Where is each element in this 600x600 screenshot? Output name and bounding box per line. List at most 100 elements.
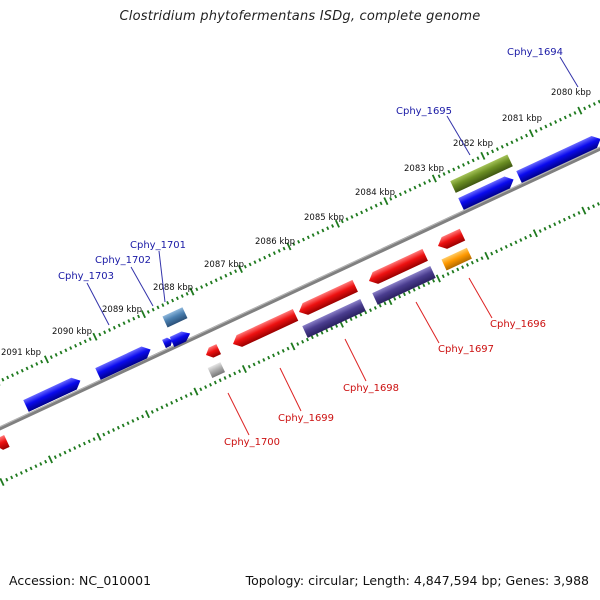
- gene-label[interactable]: Cphy_1697: [438, 344, 494, 355]
- minor-tick: [219, 276, 223, 280]
- minor-tick: [451, 269, 455, 274]
- gene-reverse-cphy-1698a[interactable]: [296, 279, 358, 318]
- minor-tick: [554, 120, 558, 124]
- minor-tick: [165, 403, 169, 407]
- minor-tick: [422, 283, 426, 288]
- minor-tick: [495, 147, 499, 151]
- gene-reverse-cphy-1698[interactable]: [302, 299, 366, 338]
- minor-tick: [519, 238, 523, 242]
- minor-tick: [344, 319, 348, 324]
- gene-forward-cphy-1694b[interactable]: [458, 174, 516, 210]
- major-tick: [480, 151, 486, 160]
- minor-tick: [121, 423, 125, 428]
- leader-line: [415, 301, 440, 344]
- major-tick: [334, 219, 340, 228]
- minor-tick: [218, 378, 222, 383]
- minor-tick: [413, 185, 417, 190]
- minor-tick: [116, 425, 120, 430]
- minor-tick: [276, 351, 280, 355]
- gene-label[interactable]: Cphy_1699: [278, 413, 334, 424]
- minor-tick: [514, 240, 518, 245]
- gene-label[interactable]: Cphy_1702: [95, 255, 151, 266]
- gene-forward-cphy-1695[interactable]: [450, 154, 513, 193]
- gene-forward-cphy-1701[interactable]: [162, 307, 188, 328]
- minor-tick: [64, 348, 68, 353]
- minor-tick: [398, 294, 402, 299]
- gene-label[interactable]: Cphy_1703: [58, 271, 114, 282]
- minor-tick: [461, 265, 465, 270]
- minor-tick: [505, 142, 509, 147]
- minor-tick: [112, 325, 116, 330]
- minor-tick: [10, 475, 14, 480]
- kbp-label: 2087 kbp: [204, 260, 244, 270]
- sequence-backbone: [0, 146, 600, 431]
- gene-reverse-small[interactable]: [204, 344, 222, 360]
- kbp-label: 2081 kbp: [502, 114, 542, 124]
- minor-tick: [509, 242, 513, 247]
- minor-tick: [262, 358, 266, 362]
- gene-forward-cphy-1702[interactable]: [162, 336, 174, 349]
- minor-tick: [286, 346, 290, 351]
- gene-reverse-cphy-1697[interactable]: [372, 266, 436, 305]
- minor-tick: [588, 104, 592, 108]
- minor-tick: [277, 249, 281, 253]
- minor-tick: [136, 416, 140, 421]
- minor-tick: [30, 364, 34, 369]
- gene-reverse-cphy-1697a[interactable]: [366, 248, 428, 287]
- minor-tick: [234, 269, 238, 274]
- major-tick: [96, 432, 102, 441]
- gene-reverse-edge[interactable]: [0, 435, 10, 452]
- major-tick: [193, 387, 199, 396]
- minor-tick: [457, 165, 461, 170]
- major-tick: [383, 197, 389, 206]
- gene-reverse-small-b[interactable]: [435, 228, 466, 252]
- gene-forward-cphy-1694[interactable]: [516, 133, 600, 183]
- minor-tick: [389, 197, 393, 201]
- gene-reverse-cphy-1696[interactable]: [441, 247, 472, 271]
- gene-label[interactable]: Cphy_1701: [130, 240, 186, 251]
- gene-label[interactable]: Cphy_1695: [396, 106, 452, 117]
- minor-tick: [34, 464, 38, 469]
- minor-tick: [296, 342, 300, 346]
- minor-tick: [78, 341, 82, 346]
- gene-label[interactable]: Cphy_1696: [490, 319, 546, 330]
- minor-tick: [253, 260, 257, 264]
- minor-tick: [315, 333, 319, 337]
- minor-tick: [470, 260, 474, 265]
- gene-forward-cphy-1701-arrow[interactable]: [169, 329, 193, 347]
- minor-tick: [205, 282, 208, 287]
- minor-tick: [331, 224, 335, 228]
- gene-label[interactable]: Cphy_1694: [507, 47, 563, 58]
- gene-forward-cphy-1703[interactable]: [95, 344, 153, 380]
- minor-tick: [301, 339, 305, 344]
- minor-tick: [301, 237, 305, 242]
- minor-tick: [53, 455, 57, 459]
- minor-tick: [146, 310, 150, 314]
- minor-tick: [466, 160, 470, 165]
- minor-tick: [209, 280, 213, 285]
- gene-reverse-cphy-1700[interactable]: [207, 362, 226, 378]
- gene-reverse-cphy-1699[interactable]: [230, 308, 299, 350]
- minor-tick: [257, 360, 261, 364]
- minor-tick: [596, 202, 600, 206]
- minor-tick: [305, 337, 309, 342]
- leader-line: [86, 282, 110, 326]
- minor-tick: [471, 158, 475, 163]
- minor-tick: [179, 396, 183, 401]
- gene-label[interactable]: Cphy_1700: [224, 437, 280, 448]
- gene-label[interactable]: Cphy_1698: [343, 383, 399, 394]
- minor-tick: [214, 278, 218, 283]
- minor-tick: [54, 353, 58, 357]
- minor-tick: [117, 323, 121, 328]
- minor-tick: [364, 310, 368, 315]
- minor-tick: [74, 343, 78, 348]
- gene-forward-cphy-1704[interactable]: [23, 375, 83, 412]
- minor-tick: [321, 228, 325, 233]
- minor-tick: [544, 124, 548, 129]
- minor-tick: [175, 296, 179, 301]
- minor-tick: [418, 183, 422, 188]
- minor-tick: [452, 167, 456, 172]
- minor-tick: [102, 432, 106, 437]
- minor-tick: [180, 294, 184, 298]
- minor-tick: [320, 330, 324, 335]
